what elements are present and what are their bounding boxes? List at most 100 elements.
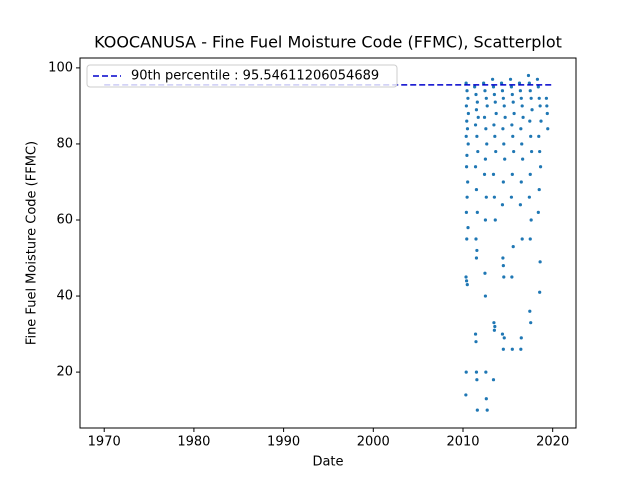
scatter-point: [483, 218, 488, 222]
scatter-point: [538, 149, 542, 154]
scatter-point: [502, 142, 506, 146]
legend-label: 90th percentile : 95.54611206054689: [131, 69, 379, 84]
scatter-point: [466, 96, 470, 100]
scatter-point: [475, 408, 479, 412]
scatter-point: [530, 149, 534, 154]
scatter-point: [529, 321, 533, 325]
scatter-point: [494, 149, 498, 154]
scatter-point: [502, 275, 506, 279]
scatter-point: [502, 104, 506, 108]
scatter-point: [485, 142, 489, 146]
scatter-point: [466, 180, 470, 184]
scatter-point: [474, 237, 478, 241]
scatter-point: [537, 134, 541, 138]
scatter-point: [530, 108, 534, 112]
scatter-point: [528, 237, 532, 241]
scatter-point: [520, 237, 524, 241]
scatter-point: [484, 195, 488, 199]
scatter-point: [517, 81, 522, 85]
scatter-point: [490, 77, 495, 81]
scatter-point: [491, 172, 496, 176]
scatter-point: [492, 123, 496, 127]
chart-title: KOOCANUSA - Fine Fuel Moisture Code (FFM…: [94, 33, 562, 52]
scatter-point: [511, 245, 515, 249]
scatter-point: [544, 96, 549, 100]
scatter-point: [538, 260, 542, 264]
scatter-point: [510, 347, 514, 351]
scatter-point: [519, 127, 523, 131]
scatter-point: [493, 324, 497, 329]
scatter-point: [526, 73, 531, 78]
scatter-point: [464, 165, 469, 169]
axes-frame: [79, 57, 577, 429]
scatter-point: [501, 96, 505, 100]
scatter-point: [500, 89, 505, 93]
scatter-point: [521, 115, 525, 119]
scatter-point: [535, 77, 540, 81]
scatter-point: [473, 332, 478, 336]
scatter-point: [494, 111, 498, 116]
scatter-point: [499, 81, 504, 85]
scatter-point: [474, 108, 479, 112]
scatter-point: [511, 134, 515, 138]
y-tick-label: 20: [56, 365, 73, 380]
scatter-point: [539, 119, 543, 123]
x-tick-label: 2010: [446, 435, 479, 450]
scatter-point: [510, 172, 514, 176]
scatter-point: [473, 85, 477, 89]
scatter-point: [502, 336, 506, 340]
scatter-point: [475, 100, 479, 104]
x-axis-label: Date: [312, 455, 343, 470]
y-tick-label: 60: [56, 212, 73, 227]
scatter-point: [520, 142, 524, 146]
scatter-point: [474, 340, 478, 344]
scatter-point: [511, 100, 515, 104]
scatter-point: [475, 378, 479, 382]
scatter-point: [501, 180, 505, 184]
scatter-point: [509, 85, 514, 89]
y-axis-label: Fine Fuel Moisture Code (FFMC): [25, 141, 40, 345]
scatter-point: [503, 157, 507, 161]
scatter-point: [465, 127, 470, 131]
x-tick-label: 1970: [88, 435, 121, 450]
x-tick-label: 2000: [357, 435, 390, 450]
scatter-point: [510, 92, 514, 97]
scatter-point: [484, 96, 488, 100]
scatter-point: [546, 127, 550, 131]
scatter-point: [485, 104, 489, 108]
scatter-point: [536, 210, 540, 214]
scatter-point: [482, 172, 487, 176]
scatter-point: [492, 92, 496, 97]
scatter-point: [510, 123, 514, 127]
scatter-point: [474, 256, 479, 260]
scatter-point: [466, 111, 470, 116]
legend-box: [86, 64, 398, 88]
x-tick-label: 1990: [267, 435, 300, 450]
scatter-point: [464, 370, 468, 374]
scatter-point: [474, 370, 479, 374]
scatter-point: [483, 157, 488, 161]
scatter-point: [465, 119, 469, 123]
scatter-point: [520, 104, 524, 108]
scatter-point: [521, 157, 525, 161]
scatter-point: [519, 347, 523, 351]
scatter-point: [465, 153, 469, 157]
scatter-point: [464, 81, 468, 85]
scatter-point: [503, 115, 507, 119]
scatter-point: [476, 115, 480, 119]
scatter-point: [483, 271, 487, 275]
scatter-point: [485, 408, 489, 412]
scatter-point: [545, 111, 549, 116]
scatter-point: [493, 100, 497, 104]
scatter-point: [465, 89, 469, 93]
scatter-point: [537, 96, 541, 100]
scatter-point: [529, 134, 533, 138]
scatter-point: [473, 123, 478, 127]
scatter-point: [466, 142, 470, 146]
scatter-point: [536, 85, 540, 89]
scatter-point: [484, 370, 488, 374]
scatter-point: [528, 309, 532, 313]
scatter-point: [501, 264, 505, 268]
scatter-point: [492, 195, 496, 199]
scatter-point: [465, 237, 469, 241]
